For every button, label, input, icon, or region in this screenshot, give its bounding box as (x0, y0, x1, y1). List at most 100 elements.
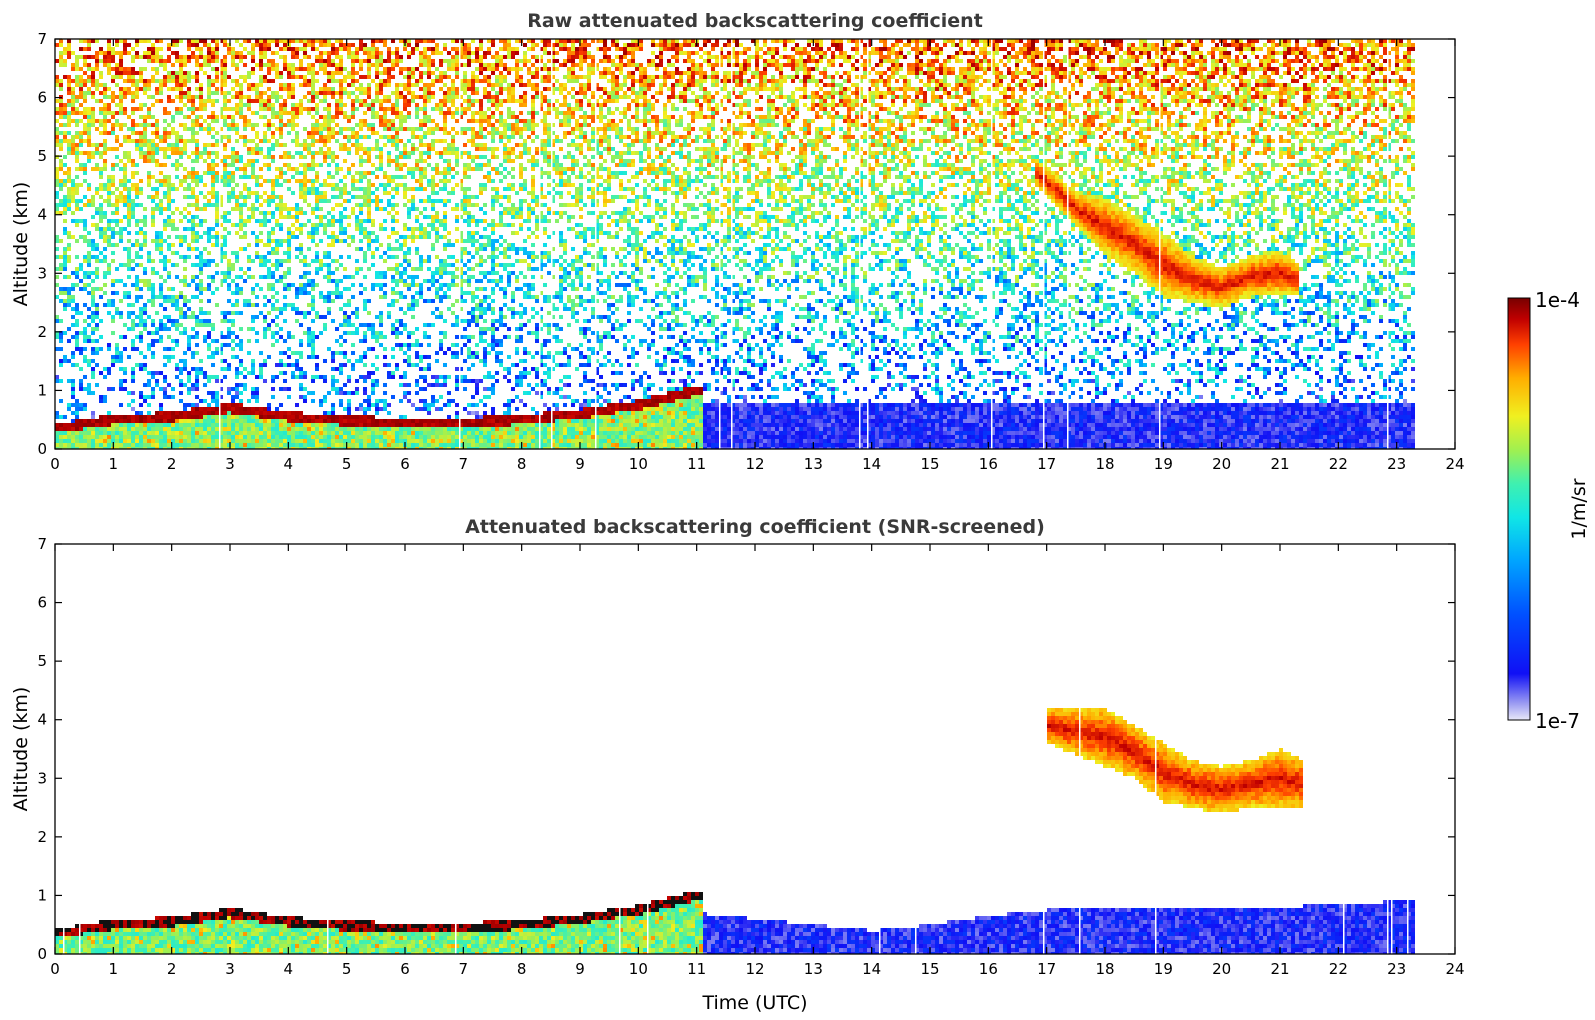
heatmap-cell (303, 211, 307, 215)
heatmap-cell (363, 335, 367, 339)
heatmap-cell (163, 135, 167, 139)
heatmap-cell (227, 319, 231, 323)
heatmap-cell (99, 83, 103, 87)
heatmap-cell (227, 99, 231, 103)
heatmap-cell (327, 71, 331, 75)
heatmap-cell (287, 419, 291, 423)
heatmap-cell (203, 63, 207, 67)
heatmap-cell (339, 91, 343, 95)
heatmap-cell (175, 59, 179, 63)
heatmap-cell (315, 107, 319, 111)
heatmap-cell (75, 275, 79, 279)
heatmap-cell (143, 87, 147, 91)
heatmap-cell (351, 331, 355, 335)
heatmap-cell (127, 135, 131, 139)
heatmap-cell (167, 43, 171, 47)
heatmap-cell (67, 167, 71, 171)
heatmap-cell (163, 67, 167, 71)
heatmap-cell (179, 107, 183, 111)
heatmap-cell (159, 139, 163, 143)
heatmap-cell (179, 255, 183, 259)
heatmap-cell (279, 263, 283, 267)
heatmap-cell (75, 107, 79, 111)
heatmap-cell (231, 151, 235, 155)
heatmap-cell (203, 207, 207, 211)
heatmap-cell (295, 359, 299, 363)
heatmap-cell (115, 355, 119, 359)
heatmap-cell (67, 407, 71, 411)
heatmap-cell (223, 423, 227, 427)
heatmap-cell (187, 211, 191, 215)
heatmap-cell (63, 115, 67, 119)
heatmap-cell (71, 439, 75, 443)
heatmap-cell (403, 371, 407, 375)
heatmap-cell (287, 251, 291, 255)
heatmap-cell (183, 179, 187, 183)
heatmap-cell (327, 251, 331, 255)
heatmap-cell (215, 395, 219, 399)
heatmap-cell (175, 51, 179, 55)
heatmap-cell (351, 235, 355, 239)
heatmap-cell (303, 259, 307, 263)
heatmap-cell (75, 435, 79, 439)
heatmap-cell (211, 99, 215, 103)
heatmap-cell (95, 347, 99, 351)
heatmap-cell (87, 111, 91, 115)
heatmap-cell (123, 195, 127, 199)
heatmap-cell (95, 99, 99, 103)
heatmap-cell (99, 183, 103, 187)
heatmap-cell (99, 155, 103, 159)
heatmap-cell (411, 135, 415, 139)
heatmap-cell (263, 243, 267, 247)
heatmap-cell (195, 447, 199, 449)
heatmap-cell (151, 207, 155, 211)
heatmap-cell (259, 367, 263, 371)
heatmap-cell (155, 179, 159, 183)
heatmap-cell (331, 231, 335, 235)
heatmap-cell (351, 163, 355, 167)
heatmap-cell (327, 59, 331, 63)
heatmap-cell (255, 283, 259, 287)
heatmap-cell (163, 183, 167, 187)
heatmap-cell (379, 255, 383, 259)
heatmap-cell (187, 379, 191, 383)
heatmap-cell (59, 63, 63, 67)
heatmap-cell (227, 411, 231, 415)
heatmap-cell (143, 243, 147, 247)
raw-heatmap (55, 39, 1415, 449)
heatmap-cell (159, 435, 163, 439)
heatmap-cell (123, 419, 127, 423)
heatmap-cell (295, 363, 299, 367)
heatmap-cell (55, 107, 59, 111)
heatmap-cell (135, 335, 139, 339)
heatmap-cell (371, 171, 375, 175)
heatmap-cell (95, 339, 99, 343)
heatmap-cell (307, 283, 311, 287)
heatmap-cell (399, 347, 403, 351)
heatmap-cell (311, 379, 315, 383)
heatmap-cell (307, 271, 311, 275)
heatmap-cell (303, 387, 307, 391)
heatmap-cell (419, 87, 423, 91)
heatmap-cell (323, 151, 327, 155)
heatmap-cell (411, 239, 415, 243)
heatmap-cell (355, 307, 359, 311)
heatmap-cell (71, 395, 75, 399)
heatmap-cell (59, 399, 63, 403)
heatmap-cell (291, 303, 295, 307)
heatmap-cell (247, 215, 251, 219)
heatmap-cell (339, 127, 343, 131)
heatmap-cell (215, 351, 219, 355)
heatmap-cell (63, 247, 67, 251)
heatmap-cell (291, 63, 295, 67)
heatmap-cell (235, 375, 239, 379)
heatmap-cell (75, 199, 79, 203)
heatmap-cell (247, 147, 251, 151)
heatmap-cell (195, 255, 199, 259)
heatmap-cell (423, 403, 427, 407)
heatmap-cell (187, 55, 191, 59)
heatmap-cell (299, 383, 303, 387)
heatmap-cell (211, 327, 215, 331)
heatmap-cell (163, 295, 167, 299)
heatmap-cell (115, 139, 119, 143)
